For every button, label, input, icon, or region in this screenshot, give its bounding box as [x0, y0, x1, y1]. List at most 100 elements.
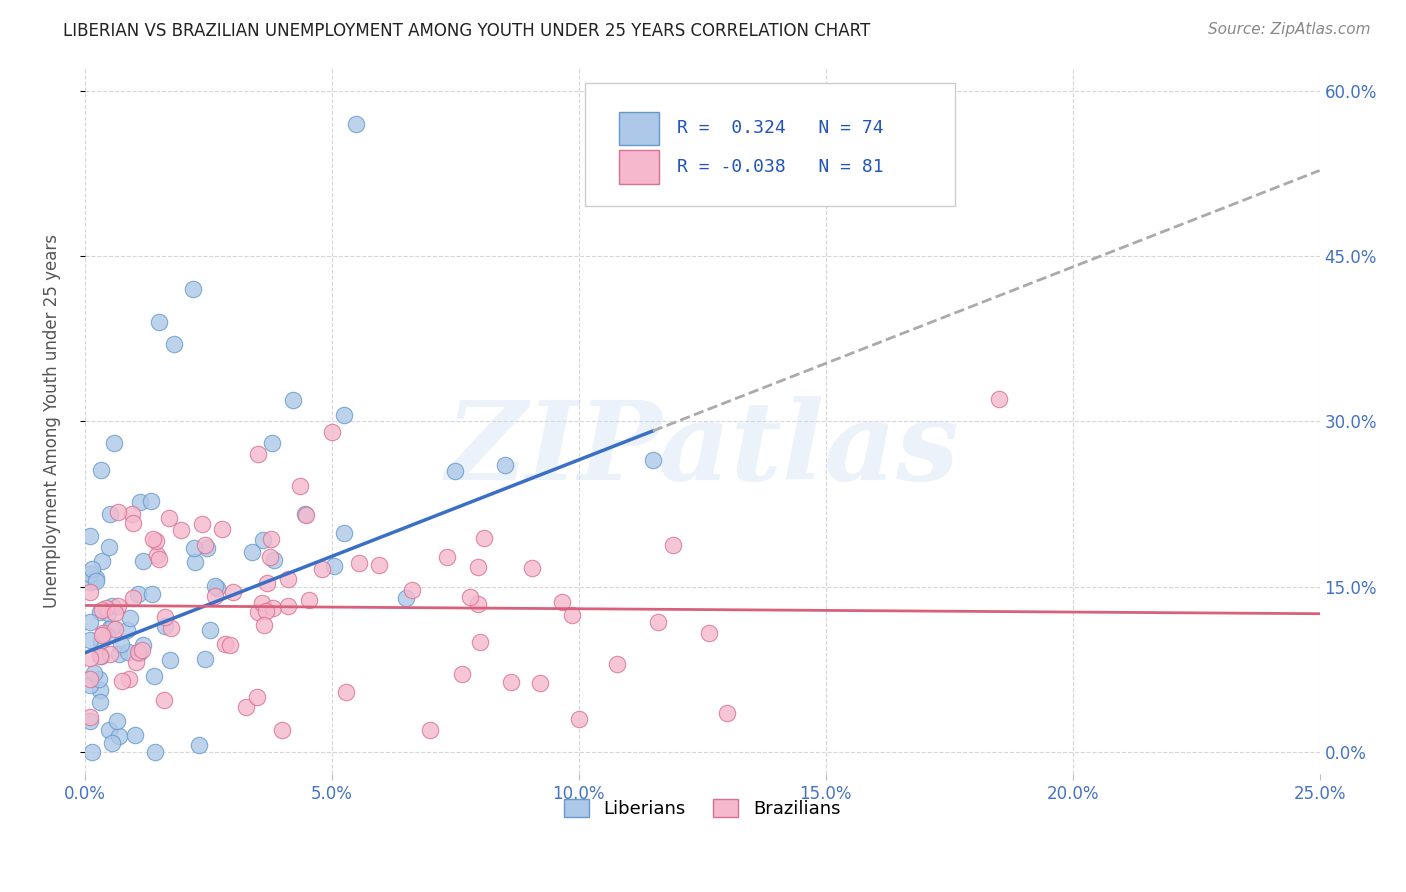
Point: [131, 643, 153, 657]
Point: [401, 582, 423, 597]
FancyBboxPatch shape: [620, 151, 659, 185]
Legend: Liberians, Brazilians: Liberians, Brazilians: [557, 791, 848, 825]
Point: [79, 672, 101, 686]
Point: [79, 567, 101, 582]
Point: [89, 605, 111, 619]
Point: [79, 651, 101, 665]
Point: [82, 562, 104, 576]
Point: [367, 558, 389, 572]
Text: LIBERIAN VS BRAZILIAN UNEMPLOYMENT AMONG YOUTH UNDER 25 YEARS CORRELATION CHART: LIBERIAN VS BRAZILIAN UNEMPLOYMENT AMONG…: [63, 22, 870, 40]
Point: [100, 599, 122, 614]
Point: [107, 505, 129, 519]
Text: R =  0.324   N = 74: R = 0.324 N = 74: [678, 120, 884, 137]
Point: [148, 552, 170, 566]
Point: [79, 615, 101, 629]
Point: [246, 690, 269, 705]
Point: [142, 533, 165, 547]
Point: [494, 458, 516, 473]
Text: R = -0.038   N = 81: R = -0.038 N = 81: [678, 158, 884, 177]
Point: [89, 682, 111, 697]
Point: [90, 649, 112, 664]
Point: [91, 554, 114, 568]
Point: [697, 625, 720, 640]
Point: [79, 709, 101, 723]
Point: [194, 651, 217, 665]
Point: [271, 723, 294, 737]
Point: [80, 745, 103, 759]
Point: [91, 626, 114, 640]
Point: [117, 644, 139, 658]
Point: [395, 591, 418, 605]
Point: [347, 556, 370, 570]
Point: [321, 425, 343, 440]
Point: [98, 621, 121, 635]
Point: [295, 508, 318, 522]
Point: [84, 571, 107, 585]
Point: [155, 619, 177, 633]
Point: [111, 674, 134, 689]
Point: [183, 282, 205, 296]
Point: [444, 464, 467, 478]
Point: [467, 560, 489, 574]
Point: [187, 738, 209, 752]
Point: [235, 699, 257, 714]
Point: [121, 507, 143, 521]
Point: [127, 645, 149, 659]
Point: [87, 673, 110, 687]
Y-axis label: Unemployment Among Youth under 25 years: Unemployment Among Youth under 25 years: [44, 235, 60, 608]
Point: [153, 693, 176, 707]
Point: [146, 549, 169, 563]
Point: [121, 591, 143, 605]
Point: [467, 597, 489, 611]
Point: [79, 633, 101, 648]
Point: [90, 634, 112, 648]
Point: [277, 572, 299, 586]
Point: [79, 714, 101, 729]
Point: [260, 532, 283, 546]
Point: [131, 554, 153, 568]
Point: [148, 315, 170, 329]
Point: [143, 669, 166, 683]
Point: [98, 723, 121, 737]
Point: [288, 479, 311, 493]
Point: [661, 538, 683, 552]
Point: [97, 606, 120, 620]
Point: [281, 392, 304, 407]
Point: [333, 408, 356, 422]
Point: [170, 523, 193, 537]
Point: [162, 337, 184, 351]
Point: [115, 623, 138, 637]
Point: [94, 601, 117, 615]
Point: [246, 447, 269, 461]
Point: [79, 575, 101, 590]
Point: [252, 596, 274, 610]
Point: [219, 638, 242, 652]
Point: [96, 629, 118, 643]
Point: [89, 649, 111, 664]
Point: [104, 622, 127, 636]
Point: [499, 675, 522, 690]
Point: [104, 607, 127, 621]
Point: [124, 728, 146, 742]
Point: [263, 553, 285, 567]
Point: [520, 561, 543, 575]
Point: [90, 463, 112, 477]
Point: [252, 533, 274, 547]
Point: [262, 601, 284, 615]
Point: [160, 621, 183, 635]
Point: [470, 635, 492, 649]
Point: [110, 637, 132, 651]
Point: [472, 531, 495, 545]
Point: [641, 453, 664, 467]
Point: [153, 610, 176, 624]
Point: [79, 678, 101, 692]
Point: [450, 667, 472, 681]
Text: ZIPatlas: ZIPatlas: [446, 396, 959, 503]
Point: [277, 599, 299, 613]
Text: Source: ZipAtlas.com: Source: ZipAtlas.com: [1208, 22, 1371, 37]
Point: [205, 581, 228, 595]
Point: [128, 646, 150, 660]
Point: [125, 655, 148, 669]
Point: [987, 392, 1010, 407]
Point: [436, 549, 458, 564]
